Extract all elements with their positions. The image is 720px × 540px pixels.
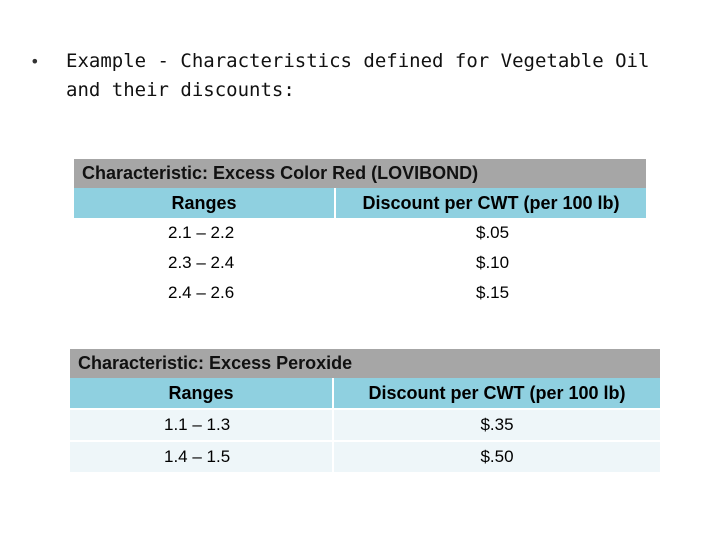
- discount-cell: $.50: [334, 440, 660, 472]
- table-title: Characteristic: Excess Color Red (LOVIBO…: [74, 159, 646, 188]
- intro-text: Example - Characteristics defined for Ve…: [66, 50, 650, 101]
- discount-cell: $.05: [476, 223, 510, 242]
- color-red-table: Characteristic: Excess Color Red (LOVIBO…: [74, 159, 646, 308]
- table-row: 1.4 – 1.5 $.50: [70, 440, 660, 472]
- discount-cell: $.35: [334, 408, 660, 440]
- table-row: 2.4 – 2.6 $.15: [74, 278, 646, 308]
- range-cell: 2.1 – 2.2: [168, 223, 235, 242]
- discount-cell: $.15: [476, 283, 510, 302]
- ranges-header: Ranges: [74, 188, 336, 218]
- table-row: 1.1 – 1.3 $.35: [70, 408, 660, 440]
- intro-bullet: • Example - Characteristics defined for …: [30, 47, 690, 105]
- range-cell: 2.3 – 2.4: [168, 253, 235, 272]
- range-cell: 1.1 – 1.3: [70, 408, 334, 440]
- discount-header: Discount per CWT (per 100 lb): [336, 188, 646, 218]
- discount-cell: $.10: [476, 253, 510, 272]
- range-cell: 2.4 – 2.6: [168, 283, 235, 302]
- ranges-header: Ranges: [70, 378, 334, 408]
- peroxide-table: Characteristic: Excess Peroxide Ranges D…: [70, 349, 660, 472]
- table-row: 2.3 – 2.4 $.10: [74, 248, 646, 278]
- range-cell: 1.4 – 1.5: [70, 440, 334, 472]
- bullet-dot-icon: •: [30, 52, 40, 71]
- discount-header: Discount per CWT (per 100 lb): [334, 378, 660, 408]
- table-row: 2.1 – 2.2 $.05: [74, 218, 646, 248]
- table-title: Characteristic: Excess Peroxide: [70, 349, 660, 378]
